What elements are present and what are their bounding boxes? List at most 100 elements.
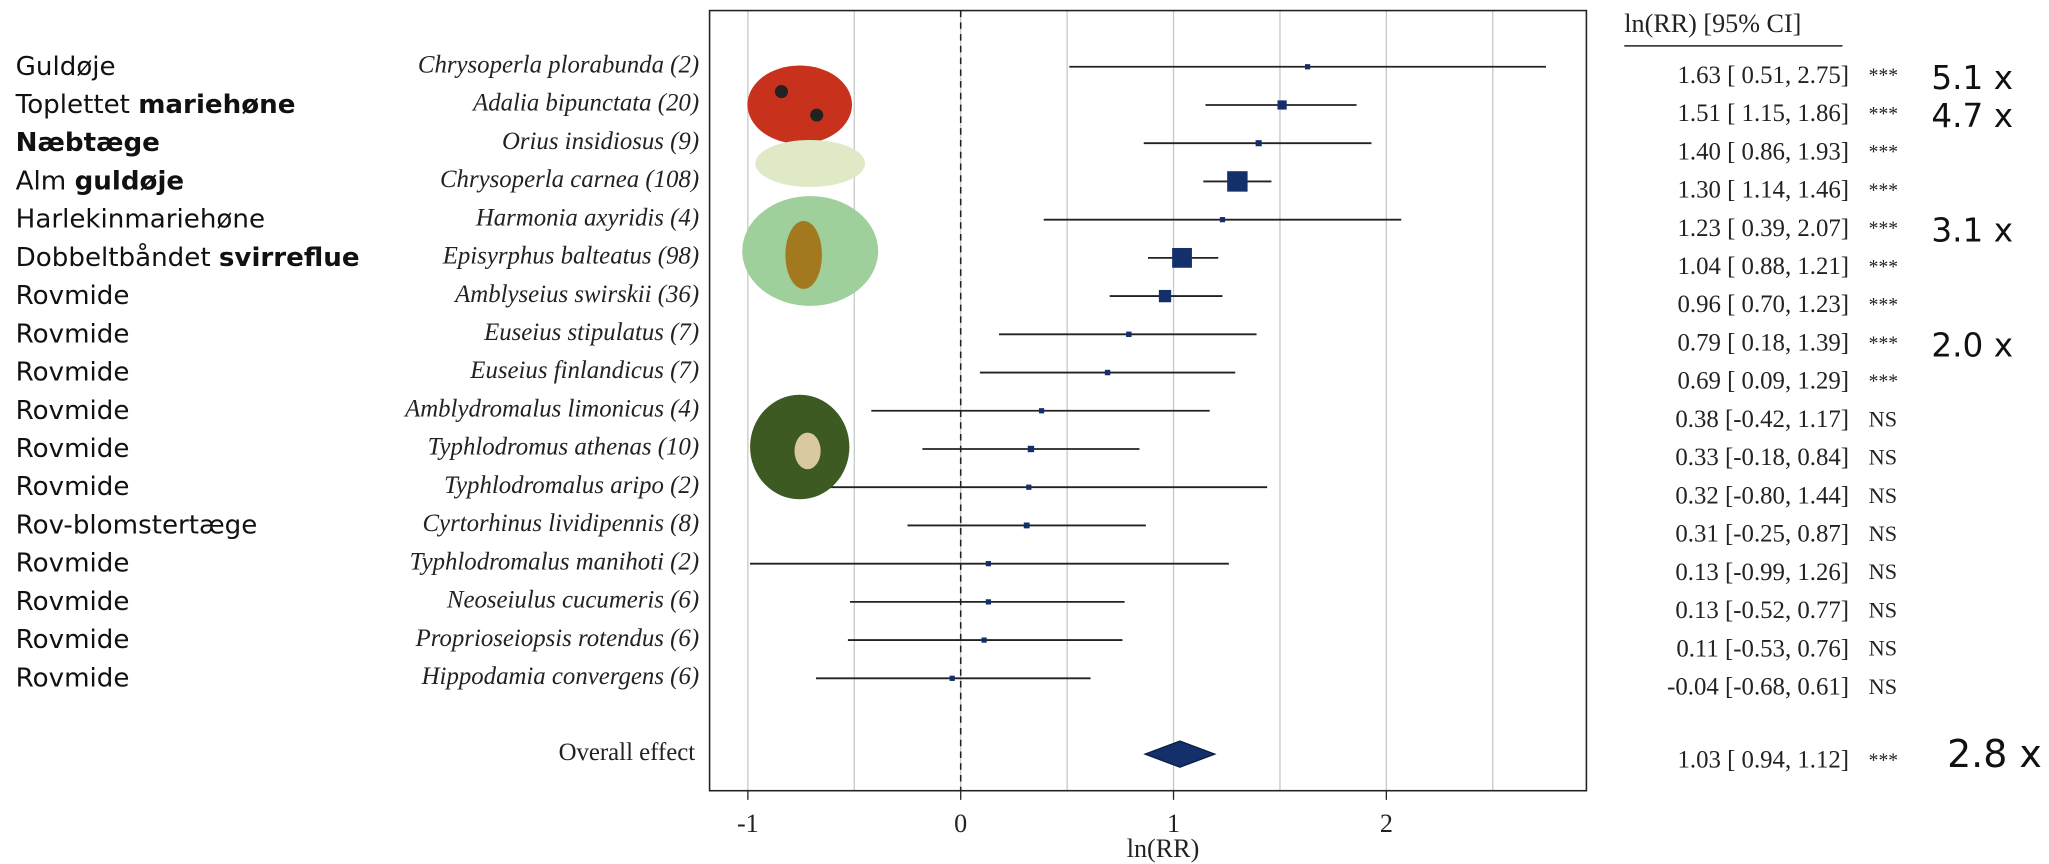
common-name: Rovmide [16,663,130,693]
common-name: Rovmide [16,586,130,616]
ci-label: 0.96 [ 0.70, 1.23] [1677,291,1849,318]
species-label: Episyrphus balteatus (98) [442,243,699,270]
common-name-part: Rovmide [16,281,130,311]
ci-label: 0.13 [-0.99, 1.26] [1675,559,1849,586]
common-name: Næbtæge [16,128,160,158]
ladybird-photo [747,65,853,144]
x-tick-label: 0 [954,809,967,838]
common-name: Rov-blomstertæge [16,510,258,540]
common-name-part: svirreflue [219,242,360,272]
point-estimate [1126,331,1132,338]
fold-change: 3.1 x [1931,212,2013,250]
common-name: Rovmide [16,357,130,387]
mite [794,432,821,470]
significance: *** [1869,371,1898,392]
ci-label: -0.04 [-0.68, 0.61] [1667,673,1849,700]
species-label: Hippodamia convergens (6) [421,663,699,690]
common-name-part: Dobbeltbåndet [16,241,219,272]
ci-label: 0.38 [-0.42, 1.17] [1675,406,1849,433]
common-name-part: Rovmide [16,548,130,578]
significance: *** [1869,142,1898,163]
common-name-part: Alm [16,166,75,196]
common-name-part: Toplettet [15,89,139,119]
species-label: Harmonia axyridis (4) [475,204,699,231]
significance: *** [1869,180,1898,201]
point-estimate [985,561,991,567]
ci-label: 0.31 [-0.25, 0.87] [1675,521,1849,548]
common-name-part: Rovmide [16,319,130,349]
common-name-part: Harlekinmariehøne [16,204,265,234]
point-estimate [1023,522,1030,529]
significance: NS [1869,674,1897,699]
significance: NS [1869,445,1897,470]
point-estimate [1026,484,1032,490]
overall-diamond [1143,740,1217,768]
species-label: Amblydromalus limonicus (4) [403,395,699,422]
point-estimate [1158,289,1172,303]
overall-fold-change: 2.8 x [1947,732,2042,776]
significance: *** [1869,66,1898,87]
point-estimate [1027,445,1035,453]
column-header: ln(RR) [95% CI] [1624,9,1801,38]
species-label: Neoseiulus cucumeris (6) [446,587,699,614]
common-name-part: mariehøne [138,89,295,119]
hoverfly [785,220,822,289]
ci-label: 1.04 [ 0.88, 1.21] [1677,253,1849,280]
overall-ci-label: 1.03 [ 0.94, 1.12] [1677,747,1849,774]
point-estimate [985,599,991,605]
common-name-part: Rovmide [16,625,130,655]
point-estimate [1277,100,1287,110]
overall-significance: *** [1869,750,1898,771]
common-name-part: Rov-blomstertæge [16,510,258,540]
common-name: Rovmide [16,433,130,463]
point-estimate [981,637,987,643]
common-name-part: Rovmide [16,357,130,387]
x-axis-label: ln(RR) [1127,834,1200,863]
photos [742,65,879,500]
ci-label: 1.23 [ 0.39, 2.07] [1677,215,1849,242]
common-name: Rovmide [16,319,130,349]
species-label: Adalia bipunctata (20) [471,90,699,117]
x-tick-label: 1 [1167,809,1180,838]
species-label: Amblyseius swirskii (36) [453,281,699,308]
common-name: Toplettet mariehøne [15,89,296,119]
ci-label: 0.69 [ 0.09, 1.29] [1677,368,1849,395]
significance: *** [1869,295,1898,316]
point-estimate [1255,140,1262,147]
significance: NS [1869,636,1897,661]
common-name-part: Rovmide [16,395,130,425]
point-estimate [1304,64,1311,70]
species-label: Proprioseiopsis rotendus (6) [415,625,700,652]
common-name: Rovmide [16,281,130,311]
significance: *** [1869,257,1898,278]
common-name-part: Rovmide [16,663,130,693]
ci-label: 0.33 [-0.18, 0.84] [1675,444,1849,471]
significance: *** [1869,104,1898,125]
point-estimate [1219,217,1226,223]
x-tick-label: -1 [737,809,759,838]
fold-change: 2.0 x [1931,326,2013,364]
ladybird-spot [810,108,824,122]
ci-label: 1.63 [ 0.51, 2.75] [1677,62,1849,89]
common-name-part: guldøje [75,166,185,196]
common-name-part: Rovmide [16,586,130,616]
fold-change: 5.1 x [1931,59,2013,97]
significance: NS [1869,521,1897,546]
ci-label: 1.51 [ 1.15, 1.86] [1677,100,1849,127]
species-label: Typhlodromalus manihoti (2) [410,548,699,575]
lacewing-photo [755,139,866,187]
species-label: Typhlodromus athenas (10) [428,434,700,461]
significance: NS [1869,559,1897,584]
common-name: Rovmide [16,625,130,655]
common-name: Harlekinmariehøne [16,204,265,234]
ci-label: 0.11 [-0.53, 0.76] [1676,635,1849,662]
significance: NS [1869,597,1897,622]
common-name: Rovmide [16,395,130,425]
common-name: Rovmide [16,548,130,578]
plot-frame [708,9,1588,792]
common-name-part: Rovmide [16,472,130,502]
species-label: Orius insidiosus (9) [502,128,699,155]
significance: NS [1869,406,1897,431]
forest-plot: -1 0 1 2 Chrysoperla plorabunda (2) Guldøje 1.… [15,9,2042,838]
